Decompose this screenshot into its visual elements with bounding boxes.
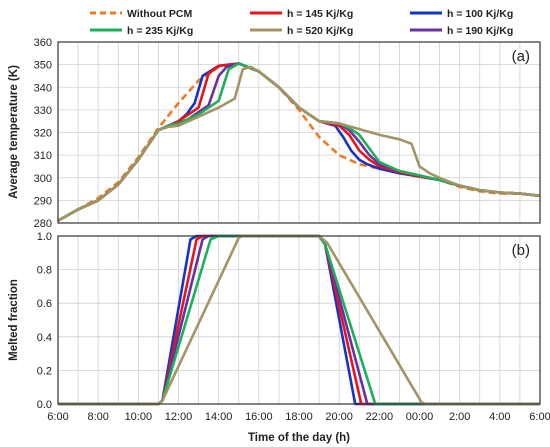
panel-b-frame: [57, 235, 541, 405]
y-tick-label: 0.6: [37, 298, 52, 310]
panel-a-y-ticks: 280 290 300 310 320 330 340 350 360: [34, 37, 52, 230]
legend: Without PCM h = 145 Kj/Kg h = 100 Kj/Kg h =…: [90, 8, 513, 37]
panel-a-frame: [57, 41, 541, 224]
y-tick-label: 340: [34, 82, 52, 94]
x-tick-label: 12:00: [165, 411, 193, 423]
x-tick-label: 16:00: [245, 411, 273, 423]
panel-a-series: [57, 62, 541, 222]
x-tick-label: 00:00: [406, 411, 434, 423]
panel-a-grid: [57, 41, 541, 224]
panel-a-y-axis-label: Average temperature (K): [8, 65, 20, 199]
series-line-h-520-kj-kg: [57, 65, 541, 222]
legend-entry-without-pcm: Without PCM: [90, 8, 192, 20]
panel-b-y-axis-label: Melted fraction: [8, 279, 20, 361]
y-tick-label: 330: [34, 105, 52, 117]
y-tick-label: 300: [34, 173, 52, 185]
y-tick-label: 320: [34, 128, 52, 140]
x-tick-label: 6:00: [47, 411, 68, 423]
x-tick-label: 18:00: [285, 411, 313, 423]
panel-a-label: (a): [512, 48, 530, 65]
x-tick-labels: 6:00 8:00 10:00 12:00 14:00 16:00 18:00 20:00 22…: [47, 411, 550, 423]
legend-entry-h-235-kj-kg: h = 235 Kj/Kg: [90, 25, 193, 37]
x-tick-label: 20:00: [325, 411, 353, 423]
x-tick-label: 22:00: [366, 411, 394, 423]
x-tick-label: 6:00: [529, 411, 550, 423]
y-tick-label: 0.2: [37, 365, 52, 377]
legend-entry-h-145-kj-kg: h = 145 Kj/Kg: [250, 8, 353, 20]
panel-b-grid: [57, 235, 541, 405]
panel-b-label: (b): [512, 242, 530, 259]
legend-entry-h-520-kj-kg: h = 520 Kj/Kg: [250, 25, 353, 37]
panel-b-y-ticks: 0.0 0.2 0.4 0.6 0.8 1.0: [37, 231, 52, 411]
x-axis-label: Time of the day (h): [248, 432, 350, 444]
y-tick-label: 1.0: [37, 231, 52, 243]
legend-label: h = 235 Kj/Kg: [127, 25, 193, 37]
y-tick-label: 0.8: [37, 265, 52, 277]
x-tick-label: 8:00: [87, 411, 108, 423]
x-tick-label: 2:00: [449, 411, 470, 423]
panel-a-temperature: 280 290 300 310 320 330 340 350 360 Average temp…: [8, 37, 541, 230]
y-tick-label: 290: [34, 195, 52, 207]
legend-entry-h-100-kj-kg: h = 100 Kj/Kg: [410, 8, 513, 20]
panel-b-melted-fraction: 0.0 0.2 0.4 0.6 0.8 1.0 Melted fraction (b): [8, 231, 541, 411]
y-tick-label: 350: [34, 60, 52, 72]
legend-label: Without PCM: [127, 8, 192, 20]
y-tick-label: 310: [34, 150, 52, 162]
legend-label: h = 145 Kj/Kg: [287, 8, 353, 20]
x-tick-label: 4:00: [489, 411, 510, 423]
legend-entry-h-190-kj-kg: h = 190 Kj/Kg: [410, 25, 513, 37]
legend-label: h = 520 Kj/Kg: [287, 25, 353, 37]
legend-label: h = 100 Kj/Kg: [447, 8, 513, 20]
x-tick-label: 10:00: [125, 411, 153, 423]
y-tick-label: 360: [34, 37, 52, 49]
legend-label: h = 190 Kj/Kg: [447, 25, 513, 37]
x-tick-label: 14:00: [205, 411, 233, 423]
y-tick-label: 280: [34, 218, 52, 230]
y-tick-label: 0.0: [37, 399, 52, 411]
y-tick-label: 0.4: [37, 332, 52, 344]
